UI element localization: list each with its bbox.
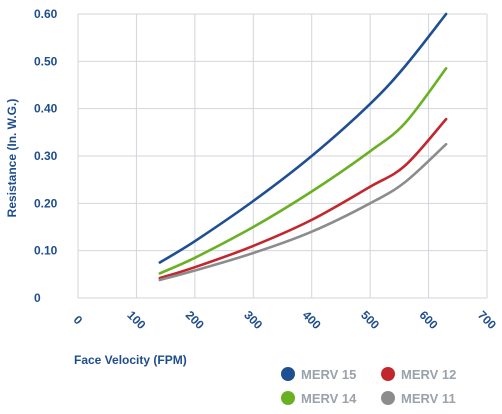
x-tick-label: 500 (358, 308, 382, 332)
series-line-merv-15 (158, 12, 448, 264)
y-tick-label: 0.20 (34, 196, 58, 210)
legend-label-merv-14: MERV 14 (301, 391, 357, 406)
legend-swatch-merv-15 (281, 367, 295, 381)
y-tick-label: 0.50 (34, 54, 58, 68)
legend-swatch-merv-12 (381, 367, 395, 381)
y-tick-label: 0 (34, 291, 41, 305)
y-axis-ticks: 0 0.10 0.20 0.30 0.40 0.50 0.60 (34, 7, 58, 305)
y-tick-label: 0.40 (34, 102, 58, 116)
x-axis-title: Face Velocity (FPM) (74, 353, 187, 367)
x-tick-label: 400 (300, 308, 324, 332)
legend-label-merv-12: MERV 12 (401, 367, 456, 382)
series-line-merv-11 (158, 142, 448, 282)
series-line-merv-14 (158, 67, 448, 275)
y-tick-label: 0.30 (34, 149, 58, 163)
y-tick-label: 0.60 (34, 7, 58, 21)
grid (77, 13, 488, 299)
x-tick-label: 300 (241, 308, 265, 332)
series-line-merv-12 (158, 117, 448, 280)
legend-swatch-merv-14 (281, 391, 295, 405)
legend: MERV 15 MERV 12 MERV 14 MERV 11 (281, 367, 456, 406)
x-axis-ticks: 0 100 200 300 400 500 600 700 (71, 308, 500, 332)
y-axis-title: Resistance (In. W.G.) (5, 99, 19, 218)
series-lines (158, 12, 448, 282)
x-tick-label: 700 (475, 308, 499, 332)
y-tick-label: 0.10 (34, 244, 58, 258)
x-tick-label: 100 (124, 308, 148, 332)
x-tick-label: 200 (183, 308, 207, 332)
legend-swatch-merv-11 (381, 391, 395, 405)
x-tick-label: 0 (71, 313, 86, 328)
x-tick-label: 600 (417, 308, 441, 332)
legend-label-merv-15: MERV 15 (301, 367, 356, 382)
legend-label-merv-11: MERV 11 (401, 391, 456, 406)
